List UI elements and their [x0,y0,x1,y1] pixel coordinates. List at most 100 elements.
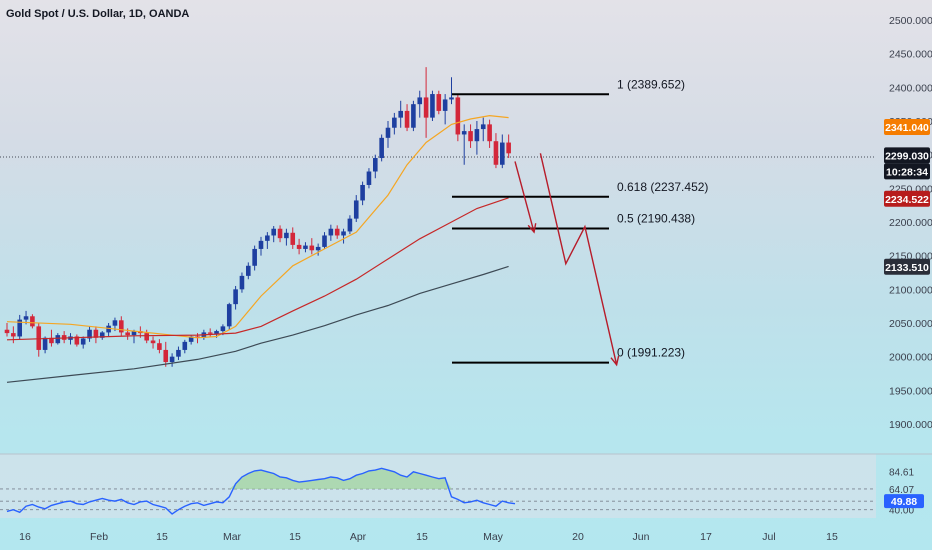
candle-body [461,131,467,135]
candle-body [125,332,130,336]
candle [411,100,416,132]
candle [42,336,48,354]
candle [239,272,245,293]
projection-arrows[interactable] [514,153,620,367]
projection-path [514,161,535,233]
candle [347,215,353,235]
candle [366,168,372,189]
candle [277,225,283,243]
candle [436,90,442,115]
fib-level-label: 1 (2389.652) [617,77,685,91]
time-tick-label: May [483,531,504,543]
moving-averages-layer [6,114,509,383]
chart-title: Gold Spot / U.S. Dollar, 1D, OANDA [6,8,190,20]
price-tick-label: 2500.000 [889,15,932,27]
candle-body [334,228,340,236]
time-axis[interactable]: 16 Feb 15 Mar 15 Apr 15 May 20 Jun 17 Jul 15 [19,531,838,543]
candle-body [131,331,137,336]
price-tick-label: 2100.000 [889,284,932,296]
candle-body [347,218,353,232]
candle-body [360,184,365,201]
candle-body [182,341,188,350]
fib-retracement[interactable]: 1 (2389.652) 0.618 (2237.452) 0.5 (2190.43… [452,77,708,364]
candle-body [398,110,403,118]
candle [341,228,346,244]
candle-body [322,235,327,247]
candle [487,119,492,148]
candle [106,323,111,337]
candle [55,333,61,345]
rsi-indicator [0,467,876,515]
candle [17,314,22,340]
time-tick-label: Jul [762,531,775,543]
candle [87,326,92,342]
candle-body [23,316,29,320]
time-tick-label: Jun [633,531,650,543]
candle-body [379,137,384,159]
candle-body [430,94,435,118]
candle [157,339,162,354]
candle-body [487,124,492,142]
candle [379,134,384,162]
candle-body [99,332,105,338]
candle-body [284,232,289,239]
candle [290,227,296,249]
candle-body [417,97,423,105]
price-badges: 2341.040 2299.030 10:28:34 2234.522 2133.510… [884,119,930,509]
candle-body [11,333,16,337]
rsi-tick-label: 84.61 [889,467,914,478]
candle [176,346,181,361]
time-tick-label: 15 [156,531,168,543]
time-tick-label: 15 [826,531,838,543]
candle-body [404,110,410,128]
candle [30,314,35,329]
time-tick-label: 16 [19,531,31,543]
candle [398,100,403,128]
candle [233,285,238,310]
candle [360,181,365,206]
candle [11,326,16,344]
rsi-tick-label: 64.07 [889,485,914,496]
candle-body [246,265,251,276]
candle [131,329,137,344]
candle [99,331,105,340]
price-badge-bg [884,258,930,275]
mid-ma-line [6,197,509,341]
price-tick-label: 2000.000 [889,352,932,364]
candle-body [455,97,461,135]
price-tick-label: 2200.000 [889,217,932,229]
rsi-badge-label: 49.88 [891,496,917,508]
candle [385,121,391,148]
candle [303,242,308,253]
candle [258,236,264,256]
candle [468,124,473,148]
candle [506,134,511,159]
candle [246,262,251,280]
candle [442,94,448,125]
price-badge-bg [884,190,930,207]
candle-body [42,337,48,350]
candle-body [176,349,181,357]
candle-body [169,356,175,363]
candle-body [226,304,232,327]
candle [93,326,99,344]
time-tick-label: Apr [350,531,367,543]
candle [252,245,257,271]
price-badge: 2133.510 [884,258,930,275]
rsi-current-badge: 49.88 [884,494,924,509]
candle-body [207,332,213,334]
candle [500,134,505,169]
candle [36,323,42,357]
candle-body [233,289,238,305]
candle-body [119,320,124,333]
candle [169,353,175,367]
candle-body [271,228,276,236]
candle-body [49,337,54,344]
candle [296,238,302,255]
price-tick-label: 1900.000 [889,419,932,431]
candle [150,336,156,349]
fib-level-label: 0 (1991.223) [617,346,685,360]
candle-body [252,248,257,266]
